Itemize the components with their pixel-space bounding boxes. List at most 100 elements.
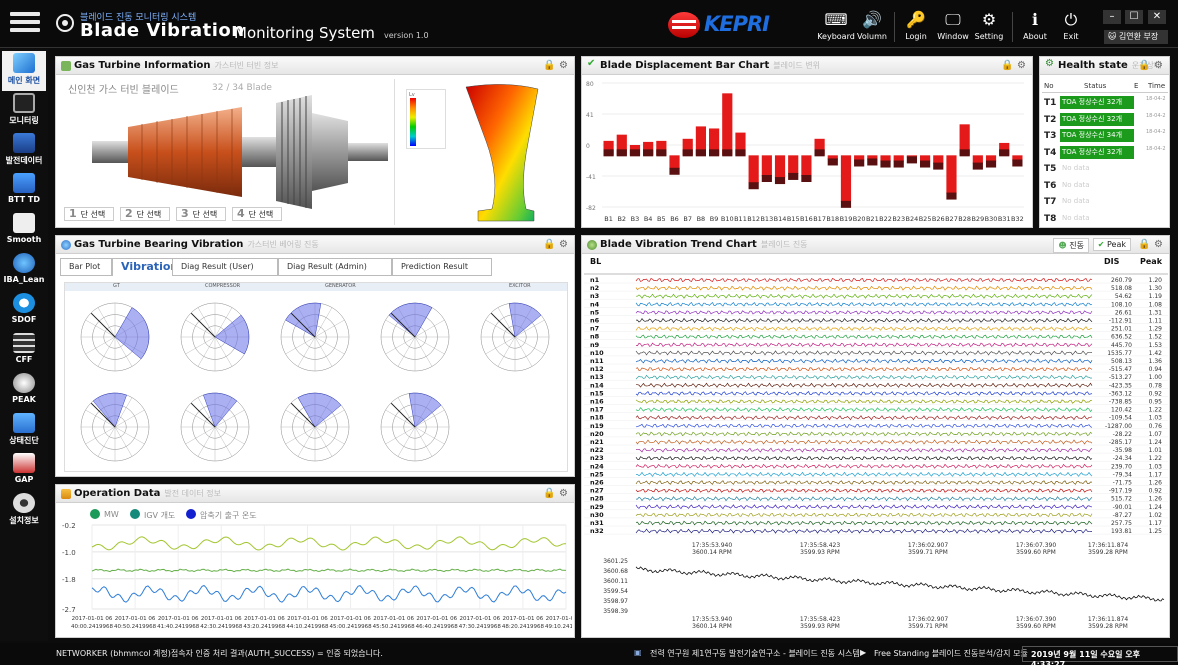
hamburger-menu-icon[interactable] <box>10 8 40 38</box>
sidebar-item-btt-td[interactable]: BTT TD <box>2 171 46 211</box>
time-tick-bottom: 17:36:11.874 <box>1088 616 1128 623</box>
bar-base <box>880 160 891 168</box>
lock-gear-icon[interactable]: 🔒 ⚙ <box>1001 60 1026 71</box>
polar-plot <box>80 392 150 462</box>
x-tick-label: B31 <box>998 215 1011 223</box>
keyboard-button[interactable]: ⌨ Keyboard <box>816 10 856 46</box>
polar-needle <box>490 312 516 338</box>
box-icon <box>13 453 35 473</box>
row-peak: 1.29 <box>1149 326 1163 333</box>
about-button[interactable]: ℹ About <box>1015 10 1055 46</box>
blade-trace <box>635 463 1093 469</box>
tab-bar-plot[interactable]: Bar Plot <box>60 258 112 276</box>
health-row[interactable]: T1 TOA 정상수신 32개 18-04-2 <box>1042 95 1175 111</box>
bar-base <box>761 175 772 182</box>
status-bar: NETWORKER (bhmmcol 계정)접속자 인증 처리 결과(AUTH_… <box>0 643 1178 665</box>
row-peak: 1.17 <box>1149 520 1163 527</box>
window-button[interactable]: 🖵 Window <box>933 10 973 46</box>
lock-gear-icon[interactable]: 🔒 ⚙ <box>1138 239 1163 250</box>
key-icon: 🔑 <box>906 10 926 29</box>
sidebar-item-diagnosis[interactable]: 상태진단 <box>2 411 46 451</box>
lock-gear-icon[interactable]: 🔒 ⚙ <box>543 488 568 499</box>
sidebar-item-peak[interactable]: PEAK <box>2 371 46 411</box>
maximize-button[interactable]: ☐ <box>1125 10 1143 24</box>
minimize-button[interactable]: – <box>1103 10 1121 24</box>
lock-gear-icon[interactable]: 🔒 ⚙ <box>543 60 568 71</box>
health-row-time: 18-04-2 <box>1146 145 1166 152</box>
y-tick-label: 0 <box>586 143 590 150</box>
bar-base <box>643 149 654 157</box>
polar-plot <box>280 392 350 462</box>
row-label: n9 <box>590 341 600 349</box>
tab-prediction[interactable]: Prediction Result <box>392 258 492 276</box>
x-tick-label: B16 <box>800 215 813 223</box>
user-icon: 🐱 <box>1108 32 1117 41</box>
setting-button[interactable]: ⚙ Setting <box>969 10 1009 46</box>
bar <box>1012 155 1023 161</box>
globe-icon <box>587 240 597 250</box>
health-row[interactable]: T6 No data <box>1042 178 1175 194</box>
sidebar-item-smooth[interactable]: Smooth <box>2 211 46 251</box>
bar-base <box>709 149 720 157</box>
blade-trace <box>635 456 1093 461</box>
sidebar-item-gap[interactable]: GAP <box>2 451 46 491</box>
health-row[interactable]: T2 TOA 정상수신 32개 18-04-2 <box>1042 112 1175 128</box>
sidebar-item-main[interactable]: 메인 화면 <box>2 51 46 91</box>
bar-base <box>999 149 1010 157</box>
bar <box>880 155 891 162</box>
bar <box>814 138 825 156</box>
auto-toggle-button[interactable]: ☻ 진동 <box>1053 238 1089 253</box>
login-button[interactable]: 🔑 Login <box>896 10 936 46</box>
time-tick: 17:35:53.940 <box>692 542 732 549</box>
peak-toggle-button[interactable]: ✔ Peak <box>1092 238 1131 251</box>
wave-icon <box>13 213 35 233</box>
exit-button[interactable]: ⏻ Exit <box>1051 10 1091 46</box>
bar-base <box>840 200 852 208</box>
health-row[interactable]: T8 No data <box>1042 211 1175 227</box>
sidebar-item-install-info[interactable]: 설치정보 <box>2 491 46 531</box>
polar-grid <box>80 302 550 462</box>
sidebar-item-label: 상태진단 <box>9 436 39 445</box>
health-row[interactable]: T4 TOA 정상수신 32개 18-04-2 <box>1042 145 1175 161</box>
health-row[interactable]: T7 No data <box>1042 194 1175 210</box>
rpm-y-tick: 3600.68 <box>603 568 628 575</box>
health-row[interactable]: T3 TOA 정상수신 34개 18-04-2 <box>1042 128 1175 144</box>
blade-trace <box>635 480 1093 485</box>
close-button[interactable]: ✕ <box>1148 10 1166 24</box>
time-tick-bottom: 17:36:02.907 <box>908 616 948 623</box>
sidebar-item-sdof[interactable]: SDOF <box>2 291 46 331</box>
blade-trace <box>635 504 1093 510</box>
sidebar-item-label: CFF <box>15 355 33 364</box>
rpm-tick: 3599.28 RPM <box>1088 549 1128 556</box>
row-label: n13 <box>590 373 604 381</box>
row-peak: 1.00 <box>1149 374 1163 381</box>
chart-icon <box>13 173 35 193</box>
x-tick-time: 40:00.2419968 <box>71 624 114 630</box>
lock-gear-icon[interactable]: 🔒 ⚙ <box>543 239 568 250</box>
sidebar-item-iba-lean[interactable]: IBA_Lean <box>2 251 46 291</box>
sidebar-item-monitoring[interactable]: 모니터링 <box>2 91 46 131</box>
bar-base <box>801 175 812 182</box>
panel-header: Gas Turbine Information 가스터빈 터빈 정보 🔒 ⚙ <box>56 57 574 75</box>
bar-base <box>629 149 641 157</box>
volumn-button[interactable]: 🔊 Volumn <box>852 10 892 46</box>
lock-gear-icon[interactable]: 🔒 ⚙ <box>1138 60 1163 71</box>
row-peak: 1.19 <box>1149 293 1163 300</box>
row-peak: 1.07 <box>1149 431 1163 438</box>
sidebar-item-cff[interactable]: CFF <box>2 331 46 371</box>
health-row-status: No data <box>1062 213 1090 222</box>
legend-dot-mw <box>90 509 100 519</box>
user-badge[interactable]: 🐱 김연환 부장 <box>1104 30 1168 44</box>
sidebar-item-generation-data[interactable]: 발전데이터 <box>2 131 46 171</box>
panel-header: Gas Turbine Bearing Vibration 가스터빈 베어링 진동… <box>56 236 574 254</box>
bar <box>946 155 957 194</box>
tab-diag-admin[interactable]: Diag Result (Admin) <box>278 258 392 276</box>
row-peak: 0.76 <box>1149 423 1163 430</box>
tab-diag-user[interactable]: Diag Result (User) <box>172 258 278 276</box>
refresh-icon <box>13 293 35 313</box>
health-row[interactable]: T5 No data <box>1042 161 1175 177</box>
